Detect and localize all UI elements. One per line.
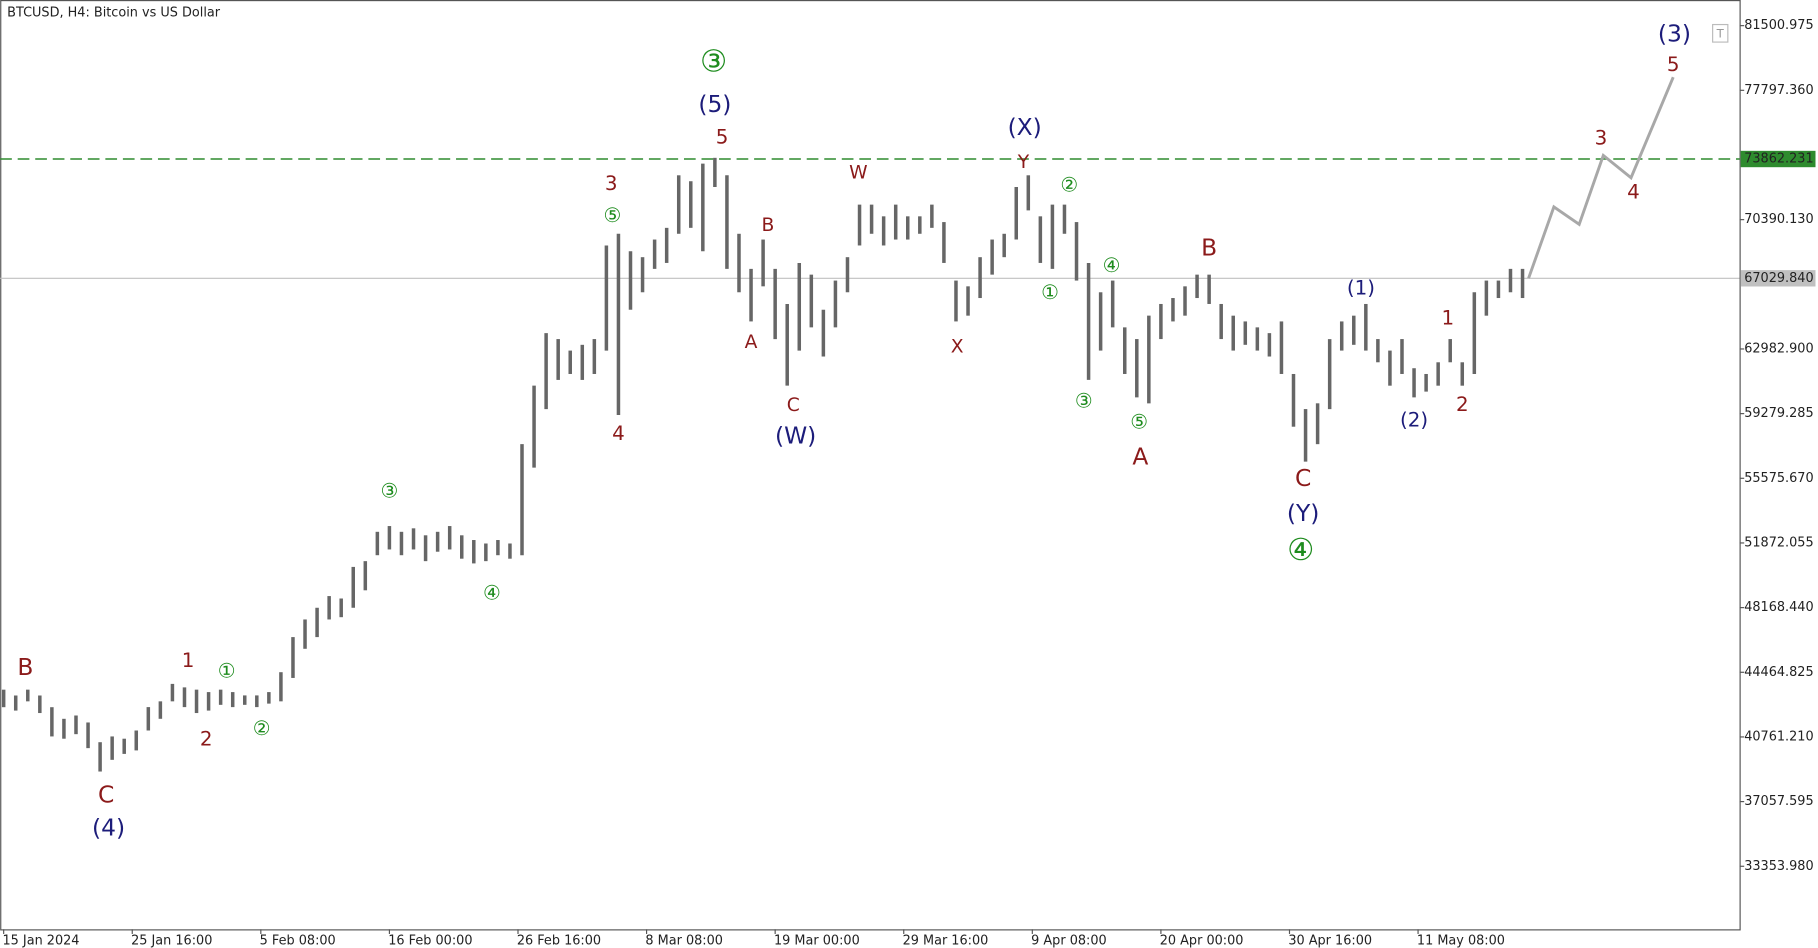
wave-label: ④ xyxy=(1287,533,1314,568)
wave-label: 3 xyxy=(1595,127,1608,150)
wave-label: 5 xyxy=(716,125,729,148)
wave-label: C xyxy=(787,395,800,416)
plot-frame xyxy=(0,0,1741,931)
wave-label: (2) xyxy=(1400,408,1428,431)
wave-label: ③ xyxy=(1075,390,1093,413)
wave-label: 4 xyxy=(612,422,625,445)
wave-label: 2 xyxy=(200,727,213,750)
y-tick-label: 37057.595 xyxy=(1744,794,1813,809)
y-tick-label: 62982.900 xyxy=(1744,341,1813,356)
wave-label: 3 xyxy=(605,172,618,195)
wave-label: Y xyxy=(1017,152,1030,173)
wave-label: ④ xyxy=(483,581,501,604)
wave-label: ③ xyxy=(381,480,399,503)
wave-label: 4 xyxy=(1627,180,1640,203)
wave-label: (1) xyxy=(1347,276,1375,299)
y-tick-label: 51872.055 xyxy=(1744,535,1813,550)
price-level-label: 67029.840 xyxy=(1744,271,1813,286)
x-tick-label: 11 May 08:00 xyxy=(1417,933,1505,948)
wave-label: (X) xyxy=(1008,113,1042,141)
wave-label: 2 xyxy=(1456,393,1469,416)
wave-label: C xyxy=(98,780,114,808)
y-tick-label: 44464.825 xyxy=(1744,665,1813,680)
y-tick-label: 81500.975 xyxy=(1744,18,1813,33)
x-tick-label: 20 Apr 00:00 xyxy=(1160,933,1244,948)
wave-label: ② xyxy=(253,717,271,740)
y-tick-label: 33353.980 xyxy=(1744,859,1813,874)
y-tick-label: 59279.285 xyxy=(1744,406,1813,421)
marks xyxy=(0,76,1740,772)
wave-label: B xyxy=(762,215,775,236)
price-level-box xyxy=(1740,270,1816,287)
price-level-label: 73862.231 xyxy=(1744,152,1813,167)
x-tick-label: 30 Apr 16:00 xyxy=(1288,933,1372,948)
y-tick-label: 48168.440 xyxy=(1744,600,1813,615)
wave-label: A xyxy=(1132,443,1148,471)
wave-label: ⑤ xyxy=(1130,411,1148,434)
wave-label: ① xyxy=(218,660,236,683)
y-tick-label: 77797.360 xyxy=(1744,83,1813,98)
wave-label: 1 xyxy=(182,649,195,672)
wave-label: 5 xyxy=(1667,53,1680,76)
x-tick-label: 16 Feb 00:00 xyxy=(388,933,472,948)
wave-label: W xyxy=(849,163,867,184)
wave-label: ⑤ xyxy=(604,204,622,227)
wave-label: (5) xyxy=(698,90,731,118)
toolbar-icon-glyph: T xyxy=(1716,26,1725,40)
wave-label: A xyxy=(745,332,758,353)
wave-label: ② xyxy=(1060,173,1078,196)
chart-title: BTCUSD, H4: Bitcoin vs US Dollar xyxy=(7,5,221,20)
x-tick-label: 26 Feb 16:00 xyxy=(517,933,601,948)
wave-label: 1 xyxy=(1441,307,1454,330)
wave-label: (Y) xyxy=(1287,499,1319,527)
wave-label: ④ xyxy=(1103,254,1121,277)
wave-label: (4) xyxy=(92,813,125,841)
x-tick-label: 15 Jan 2024 xyxy=(2,933,79,948)
y-tick-label: 70390.130 xyxy=(1744,212,1813,227)
wave-label: (3) xyxy=(1658,20,1691,48)
wave-label: ① xyxy=(1041,281,1059,304)
wave-label: (W) xyxy=(775,422,816,450)
forecast-path xyxy=(1527,76,1675,279)
y-tick-label: 40761.210 xyxy=(1744,729,1813,744)
wave-label: C xyxy=(1295,464,1311,492)
wave-label: B xyxy=(17,653,33,681)
x-tick-label: 5 Feb 08:00 xyxy=(260,933,336,948)
wave-label: X xyxy=(951,337,964,358)
x-tick-label: 25 Jan 16:00 xyxy=(131,933,212,948)
toolbar-icon[interactable] xyxy=(1712,23,1729,43)
price-level-box xyxy=(1740,150,1816,168)
wave-label: B xyxy=(1201,233,1217,261)
y-tick-label: 55575.670 xyxy=(1744,471,1813,486)
x-tick-label: 29 Mar 16:00 xyxy=(903,933,989,948)
wave-label: ③ xyxy=(700,45,727,80)
x-tick-label: 8 Mar 08:00 xyxy=(645,933,723,948)
x-tick-label: 9 Apr 08:00 xyxy=(1031,933,1107,948)
x-tick-label: 19 Mar 00:00 xyxy=(774,933,860,948)
